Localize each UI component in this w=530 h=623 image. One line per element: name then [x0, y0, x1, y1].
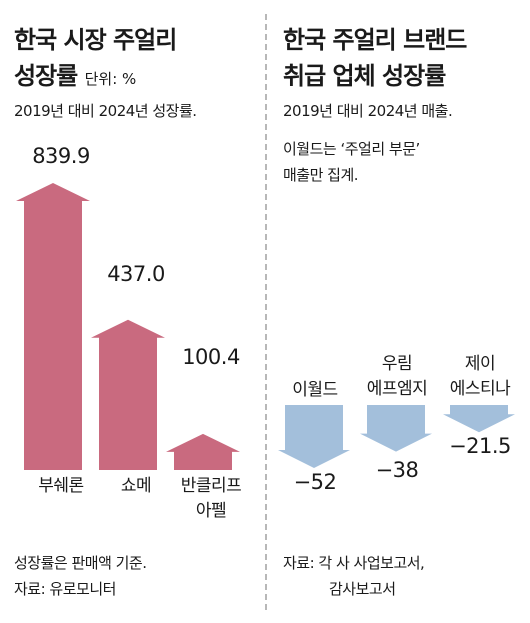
bar-chaumet [91, 319, 165, 470]
value-label-jestina: −21.5 [449, 434, 511, 458]
category-label-woolim-line1: 우림 [381, 354, 413, 374]
value-label-eworld: −52 [293, 470, 337, 494]
unit-label: 단위: % [84, 70, 137, 88]
right-description-line1: 2019년 대비 2024년 매출. [283, 102, 453, 120]
value-label-chaumet: 437.0 [107, 262, 165, 286]
left-description: 2019년 대비 2024년 성장률. [14, 102, 197, 120]
arrow-eworld [278, 405, 350, 468]
value-label-woolim: −38 [375, 458, 419, 482]
left-title: 한국 시장 주얼리 [14, 20, 177, 55]
left-title-line2-row: 성장률 단위: % [14, 56, 136, 91]
category-label-eworld: 이월드 [292, 380, 338, 400]
category-label-jestina-line1: 제이 [464, 354, 496, 374]
section-divider [265, 14, 267, 610]
value-label-boucheron: 839.9 [32, 144, 90, 168]
arrow-jestina [443, 405, 515, 433]
left-footnote-line2: 자료: 유로모니터 [14, 580, 116, 598]
category-label-boucheron: 부쉐론 [38, 476, 84, 496]
bar-boucheron [16, 183, 90, 470]
left-title-line1: 한국 시장 주얼리 [14, 26, 177, 54]
category-label-woolim-line2: 에프엠지 [366, 379, 428, 399]
right-description-line2: 이월드는 ‘주얼리 부문’ [283, 140, 420, 158]
right-title-line1: 한국 주얼리 브랜드 [283, 26, 467, 54]
left-footnote-line1: 성장률은 판매액 기준. [14, 554, 147, 572]
category-label-vancleef-line1: 반클리프 [180, 476, 242, 496]
right-title-line2: 취급 업체 성장률 [283, 62, 446, 90]
left-title-line2: 성장률 [14, 62, 78, 90]
right-description-line3: 매출만 집계. [283, 166, 359, 184]
value-label-vancleef: 100.4 [182, 345, 240, 369]
category-label-vancleef-line2: 아펠 [195, 501, 227, 521]
right-footnote-line2: 감사보고서 [329, 580, 396, 598]
right-footnote-line1: 자료: 각 사 사업보고서, [283, 554, 425, 572]
arrow-woolim [360, 405, 432, 452]
category-label-jestina-line2: 에스티나 [449, 379, 511, 399]
category-label-chaumet: 쇼메 [120, 476, 152, 496]
bar-vancleef [166, 433, 240, 470]
